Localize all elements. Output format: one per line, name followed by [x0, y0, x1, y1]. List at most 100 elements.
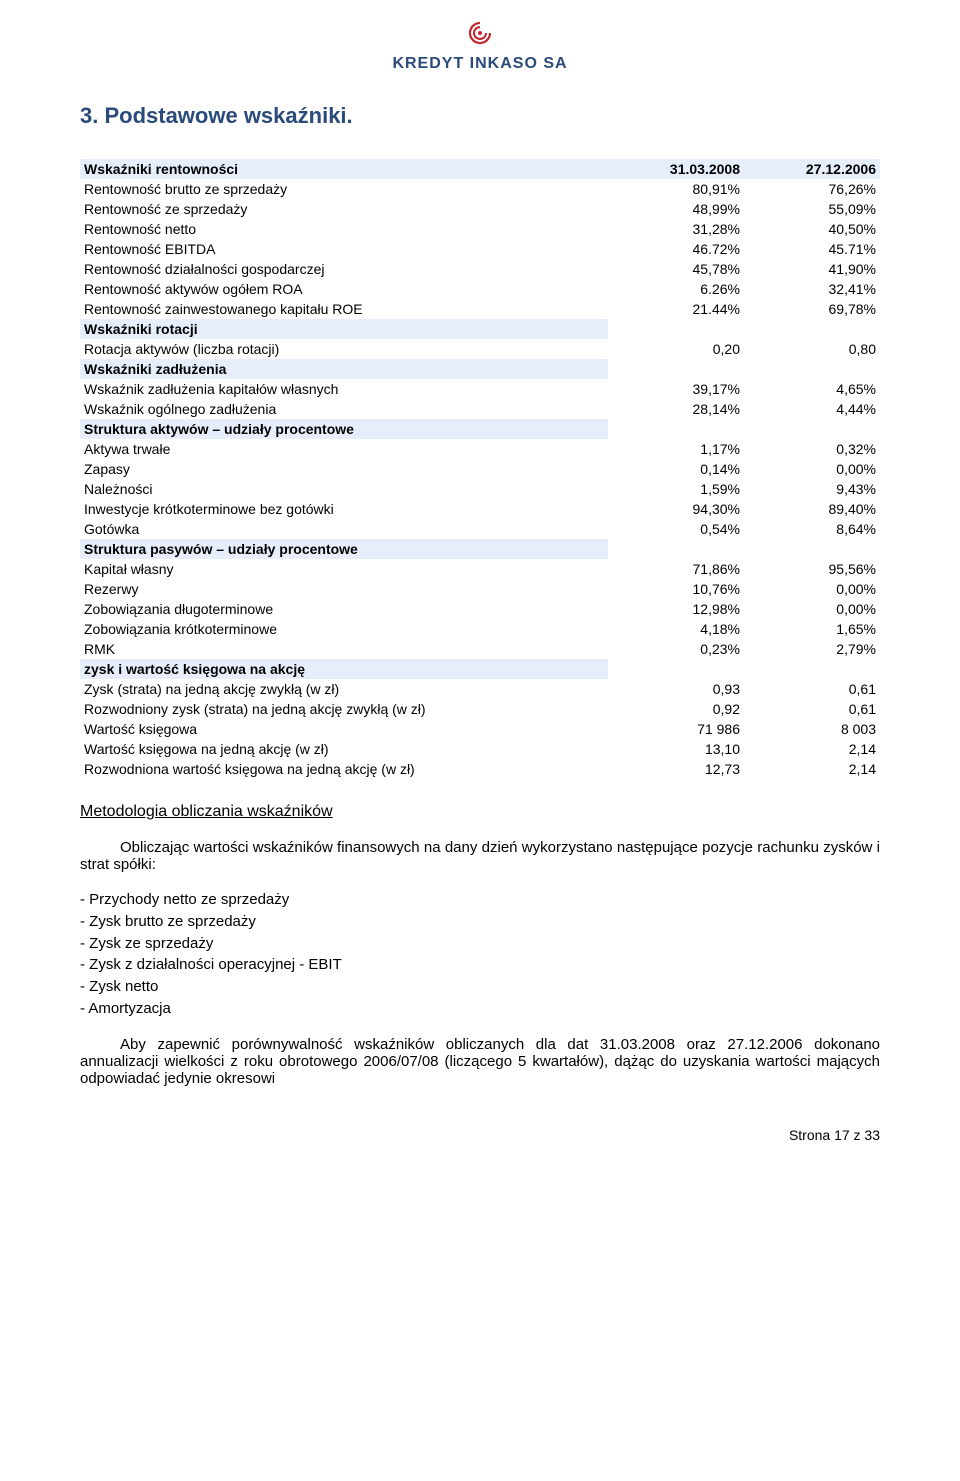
sub-empty	[608, 419, 744, 439]
row-value-1: 0,93	[608, 679, 744, 699]
row-value-1: 94,30%	[608, 499, 744, 519]
row-value-1: 10,76%	[608, 579, 744, 599]
row-value-2: 76,26%	[744, 179, 880, 199]
row-label: Kapitał własny	[80, 559, 608, 579]
sub-empty	[608, 319, 744, 339]
page-footer: Strona 17 z 33	[80, 1127, 880, 1143]
row-value-2: 1,65%	[744, 619, 880, 639]
row-value-1: 6.26%	[608, 279, 744, 299]
row-value-1: 0,23%	[608, 639, 744, 659]
table-row: Rotacja aktywów (liczba rotacji)0,200,80	[80, 339, 880, 359]
row-value-2: 89,40%	[744, 499, 880, 519]
row-label: Rentowność działalności gospodarczej	[80, 259, 608, 279]
row-value-1: 0,20	[608, 339, 744, 359]
table-subheader: zysk i wartość księgowa na akcję	[80, 659, 880, 679]
table-row: Należności1,59%9,43%	[80, 479, 880, 499]
table-subheader: Struktura aktywów – udziały procentowe	[80, 419, 880, 439]
table-subheader: Struktura pasywów – udziały procentowe	[80, 539, 880, 559]
row-value-2: 41,90%	[744, 259, 880, 279]
row-label: Rentowność zainwestowanego kapitału ROE	[80, 299, 608, 319]
header-label: Wskaźniki rentowności	[80, 159, 608, 179]
logo-icon	[467, 20, 493, 51]
table-row: Zobowiązania krótkoterminowe4,18%1,65%	[80, 619, 880, 639]
row-value-1: 1,59%	[608, 479, 744, 499]
row-label: Rentowność aktywów ogółem ROA	[80, 279, 608, 299]
row-label: Należności	[80, 479, 608, 499]
pl-items-list: - Przychody netto ze sprzedaży- Zysk bru…	[80, 889, 880, 1020]
row-value-1: 71 986	[608, 719, 744, 739]
table-row: Wartość księgowa71 9868 003	[80, 719, 880, 739]
table-row: Rentowność aktywów ogółem ROA6.26%32,41%	[80, 279, 880, 299]
table-row: Rentowność netto31,28%40,50%	[80, 219, 880, 239]
brand-logo: KREDYT INKASO SA	[80, 20, 880, 73]
row-value-2: 0,00%	[744, 459, 880, 479]
row-value-2: 0,00%	[744, 579, 880, 599]
indicators-table: Wskaźniki rentowności31.03.200827.12.200…	[80, 159, 880, 779]
row-value-2: 32,41%	[744, 279, 880, 299]
row-value-1: 4,18%	[608, 619, 744, 639]
table-row: Zapasy0,14%0,00%	[80, 459, 880, 479]
row-label: Gotówka	[80, 519, 608, 539]
table-row: Wskaźnik ogólnego zadłużenia28,14%4,44%	[80, 399, 880, 419]
row-value-1: 80,91%	[608, 179, 744, 199]
list-item: - Amortyzacja	[80, 998, 880, 1020]
row-label: Aktywa trwałe	[80, 439, 608, 459]
sub-empty	[744, 319, 880, 339]
sub-empty	[744, 659, 880, 679]
row-label: Zobowiązania krótkoterminowe	[80, 619, 608, 639]
row-value-1: 46.72%	[608, 239, 744, 259]
row-label: RMK	[80, 639, 608, 659]
row-value-2: 0,61	[744, 699, 880, 719]
table-row: Wartość księgowa na jedną akcję (w zł)13…	[80, 739, 880, 759]
table-row: Kapitał własny71,86%95,56%	[80, 559, 880, 579]
sub-empty	[608, 539, 744, 559]
sub-label: zysk i wartość księgowa na akcję	[80, 659, 608, 679]
sub-label: Struktura pasywów – udziały procentowe	[80, 539, 608, 559]
row-value-1: 12,73	[608, 759, 744, 779]
row-value-2: 0,80	[744, 339, 880, 359]
sub-label: Struktura aktywów – udziały procentowe	[80, 419, 608, 439]
table-row: Rozwodniony zysk (strata) na jedną akcję…	[80, 699, 880, 719]
row-value-2: 95,56%	[744, 559, 880, 579]
row-value-2: 8 003	[744, 719, 880, 739]
table-row: Rentowność działalności gospodarczej45,7…	[80, 259, 880, 279]
table-row: RMK0,23%2,79%	[80, 639, 880, 659]
table-row: Inwestycje krótkoterminowe bez gotówki94…	[80, 499, 880, 519]
header-col1: 31.03.2008	[608, 159, 744, 179]
sub-empty	[608, 659, 744, 679]
table-subheader: Wskaźniki zadłużenia	[80, 359, 880, 379]
table-row: Gotówka0,54%8,64%	[80, 519, 880, 539]
row-label: Wartość księgowa	[80, 719, 608, 739]
row-value-2: 2,14	[744, 739, 880, 759]
row-value-2: 40,50%	[744, 219, 880, 239]
table-row: Rezerwy10,76%0,00%	[80, 579, 880, 599]
sub-empty	[744, 539, 880, 559]
row-label: Zobowiązania długoterminowe	[80, 599, 608, 619]
table-row: Rentowność ze sprzedaży48,99%55,09%	[80, 199, 880, 219]
row-label: Wskaźnik zadłużenia kapitałów własnych	[80, 379, 608, 399]
row-value-2: 4,65%	[744, 379, 880, 399]
row-label: Rentowność EBITDA	[80, 239, 608, 259]
row-value-2: 45.71%	[744, 239, 880, 259]
methodology-title: Metodologia obliczania wskaźników	[80, 803, 880, 821]
list-item: - Zysk z działalności operacyjnej - EBIT	[80, 954, 880, 976]
list-item: - Przychody netto ze sprzedaży	[80, 889, 880, 911]
row-value-2: 4,44%	[744, 399, 880, 419]
table-subheader: Wskaźniki rotacji	[80, 319, 880, 339]
list-item: - Zysk ze sprzedaży	[80, 933, 880, 955]
row-value-2: 2,79%	[744, 639, 880, 659]
table-row: Rentowność brutto ze sprzedaży80,91%76,2…	[80, 179, 880, 199]
row-label: Rotacja aktywów (liczba rotacji)	[80, 339, 608, 359]
row-value-1: 48,99%	[608, 199, 744, 219]
row-value-2: 0,61	[744, 679, 880, 699]
row-value-1: 28,14%	[608, 399, 744, 419]
table-row: Rentowność EBITDA46.72%45.71%	[80, 239, 880, 259]
header-col2: 27.12.2006	[744, 159, 880, 179]
row-label: Rozwodniona wartość księgowa na jedną ak…	[80, 759, 608, 779]
row-label: Rozwodniony zysk (strata) na jedną akcję…	[80, 699, 608, 719]
row-label: Rentowność netto	[80, 219, 608, 239]
table-row: Aktywa trwałe1,17%0,32%	[80, 439, 880, 459]
row-value-1: 21.44%	[608, 299, 744, 319]
row-value-2: 0,32%	[744, 439, 880, 459]
table-row: Zysk (strata) na jedną akcję zwykłą (w z…	[80, 679, 880, 699]
